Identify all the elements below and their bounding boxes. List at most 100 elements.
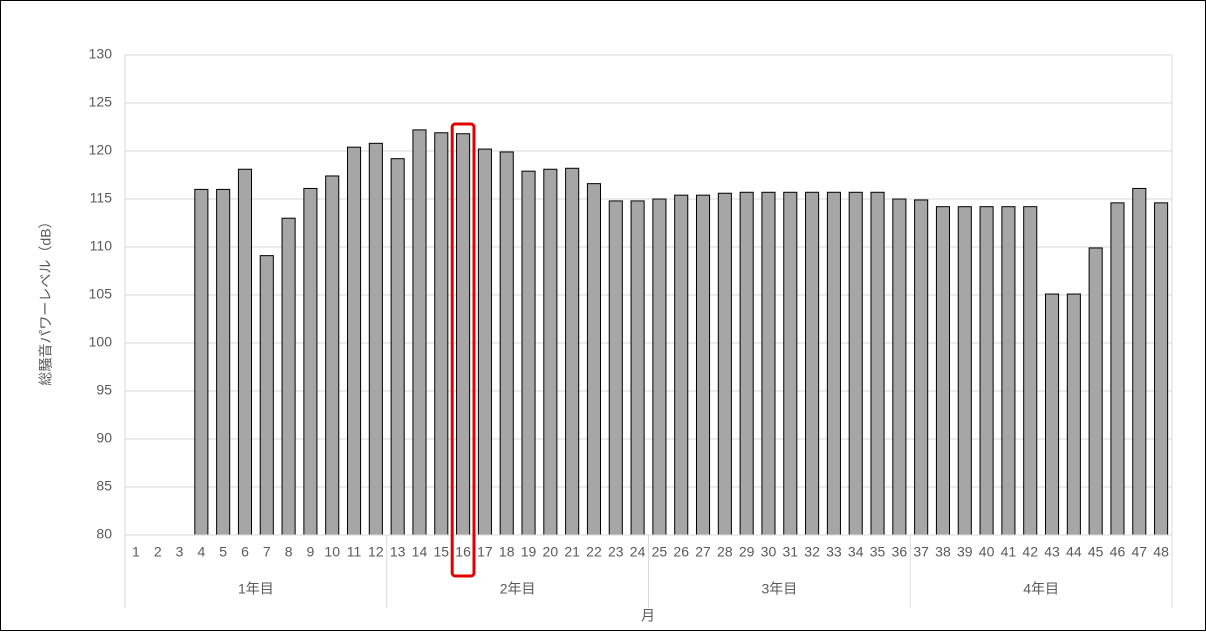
bar (761, 191, 776, 536)
x-tick-label: 30 (761, 544, 777, 560)
x-tick-label: 10 (324, 544, 340, 560)
x-tick-label: 4 (197, 544, 205, 560)
x-tick-label: 45 (1088, 544, 1104, 560)
x-tick-label: 9 (307, 544, 315, 560)
bar (565, 167, 580, 536)
x-tick-label: 37 (913, 544, 929, 560)
bar (586, 183, 602, 536)
bar (368, 142, 383, 536)
bar (325, 175, 340, 536)
bar (521, 170, 536, 536)
x-tick-label: 46 (1110, 544, 1126, 560)
x-tick-label: 12 (368, 544, 384, 560)
x-tick-label: 8 (285, 544, 293, 560)
x-axis-label: 月 (641, 608, 655, 624)
x-tick-label: 26 (673, 544, 689, 560)
bar (499, 151, 514, 536)
x-tick-label: 21 (564, 544, 580, 560)
y-tick-label: 85 (96, 478, 112, 494)
bar (848, 191, 863, 536)
bar (237, 168, 253, 536)
x-tick-label: 28 (717, 544, 733, 560)
x-tick-label: 24 (630, 544, 646, 560)
x-tick-label: 20 (543, 544, 559, 560)
group-label: 3年目 (761, 581, 797, 597)
bar (434, 132, 449, 536)
x-tick-label: 32 (804, 544, 820, 560)
bar (346, 146, 362, 536)
x-tick-label: 5 (219, 544, 227, 560)
x-tick-label: 36 (892, 544, 908, 560)
x-tick-label: 27 (695, 544, 711, 560)
y-tick-label: 110 (90, 238, 113, 254)
x-tick-label: 15 (433, 544, 449, 560)
x-tick-label: 11 (347, 544, 362, 560)
bar (652, 198, 667, 536)
x-tick-label: 17 (477, 544, 493, 560)
x-tick-label: 2 (154, 544, 162, 560)
bar (1110, 202, 1125, 536)
x-tick-label: 25 (652, 544, 668, 560)
y-axis-label: 総騒音パワーレベル（dB） (38, 214, 54, 385)
y-tick-label: 130 (89, 46, 113, 62)
y-tick-label: 115 (90, 190, 113, 206)
bar (303, 187, 318, 536)
y-tick-label: 120 (89, 142, 113, 158)
bar (739, 191, 754, 536)
bar (914, 199, 929, 536)
y-tick-label: 95 (96, 382, 112, 398)
x-tick-label: 41 (1001, 544, 1017, 560)
x-tick-label: 48 (1153, 544, 1169, 560)
bar (674, 194, 689, 536)
y-tick-label: 125 (89, 94, 113, 110)
x-tick-label: 13 (390, 544, 406, 560)
x-tick-label: 6 (241, 544, 249, 560)
y-tick-label: 90 (96, 430, 112, 446)
bar (630, 200, 645, 536)
bar (456, 133, 471, 536)
bar (1154, 202, 1169, 536)
y-tick-label: 80 (96, 526, 112, 542)
x-tick-label: 16 (455, 544, 471, 560)
x-tick-label: 40 (979, 544, 995, 560)
bar (1132, 187, 1147, 536)
bar (216, 188, 231, 536)
group-label: 1年目 (238, 581, 274, 597)
x-tick-label: 38 (935, 544, 951, 560)
bar (892, 198, 907, 536)
x-tick-label: 39 (957, 544, 973, 560)
bar (390, 158, 405, 536)
group-label: 4年目 (1023, 581, 1059, 597)
bar (281, 217, 296, 536)
highlight-box (450, 122, 476, 578)
x-tick-label: 7 (263, 544, 271, 560)
bar (783, 191, 798, 536)
bar (1023, 206, 1038, 536)
x-tick-label: 31 (782, 544, 798, 560)
bar (194, 188, 209, 536)
bar (826, 191, 841, 536)
x-tick-label: 19 (521, 544, 537, 560)
bar (870, 191, 885, 536)
x-tick-label: 43 (1044, 544, 1060, 560)
bar (1044, 293, 1060, 536)
bar (608, 200, 623, 536)
group-label: 2年目 (500, 581, 536, 597)
x-tick-label: 33 (826, 544, 842, 560)
bar (957, 206, 972, 536)
bar (695, 194, 711, 536)
bar (543, 168, 558, 536)
bar (717, 192, 732, 536)
x-tick-label: 23 (608, 544, 624, 560)
y-tick-label: 100 (89, 334, 113, 350)
x-tick-label: 44 (1066, 544, 1082, 560)
bar (979, 206, 994, 536)
x-tick-label: 22 (586, 544, 602, 560)
bar (259, 255, 274, 536)
x-tick-label: 34 (848, 544, 864, 560)
bar (805, 191, 820, 536)
x-tick-label: 47 (1131, 544, 1147, 560)
bar (935, 206, 951, 536)
x-tick-label: 29 (739, 544, 755, 560)
